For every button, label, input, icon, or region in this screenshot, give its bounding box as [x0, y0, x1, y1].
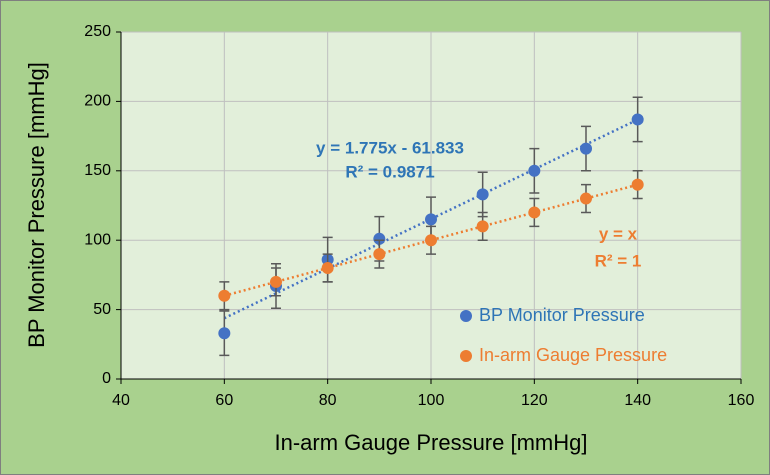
- y-tick-label: 100: [84, 231, 111, 248]
- trendline: [224, 183, 638, 297]
- x-tick-label: 140: [624, 392, 651, 409]
- legend-marker: [460, 350, 472, 362]
- trendline-equation: y = x: [599, 224, 638, 243]
- y-tick-label: 250: [84, 23, 111, 40]
- data-point: [425, 234, 437, 247]
- x-tick-label: 60: [215, 392, 233, 409]
- legend-marker: [460, 310, 472, 322]
- data-point: [218, 327, 231, 340]
- data-point: [218, 289, 231, 302]
- data-point: [476, 220, 489, 233]
- trendline-r2: R² = 1: [595, 251, 642, 270]
- trendline-equation: y = 1.775x - 61.833: [316, 138, 464, 157]
- data-point: [528, 164, 541, 177]
- y-axis-title: BP Monitor Pressure [mmHg]: [24, 62, 49, 348]
- data-point: [631, 178, 644, 191]
- y-tick-label: 50: [93, 301, 111, 318]
- data-point: [270, 275, 282, 288]
- x-tick-label: 100: [418, 392, 445, 409]
- data-point: [373, 232, 386, 245]
- data-point: [580, 142, 592, 155]
- data-point: [321, 261, 334, 274]
- x-tick-label: 80: [319, 392, 337, 409]
- data-point: [425, 213, 437, 226]
- x-tick-label: 40: [112, 392, 130, 409]
- y-tick-label: 150: [84, 162, 111, 179]
- x-tick-label: 160: [728, 392, 755, 409]
- trendline: [223, 118, 639, 320]
- x-axis-title: In-arm Gauge Pressure [mmHg]: [275, 430, 588, 455]
- legend-label: BP Monitor Pressure: [479, 305, 645, 325]
- data-point: [528, 206, 541, 219]
- y-tick-label: 0: [102, 370, 111, 387]
- trendline-r2: R² = 0.9871: [345, 162, 434, 181]
- data-point: [580, 192, 592, 205]
- data-point: [476, 188, 489, 201]
- data-point: [373, 248, 386, 261]
- data-point: [631, 113, 644, 126]
- y-tick-label: 200: [84, 93, 111, 110]
- x-tick-label: 120: [521, 392, 548, 409]
- legend-label: In-arm Gauge Pressure: [479, 345, 667, 365]
